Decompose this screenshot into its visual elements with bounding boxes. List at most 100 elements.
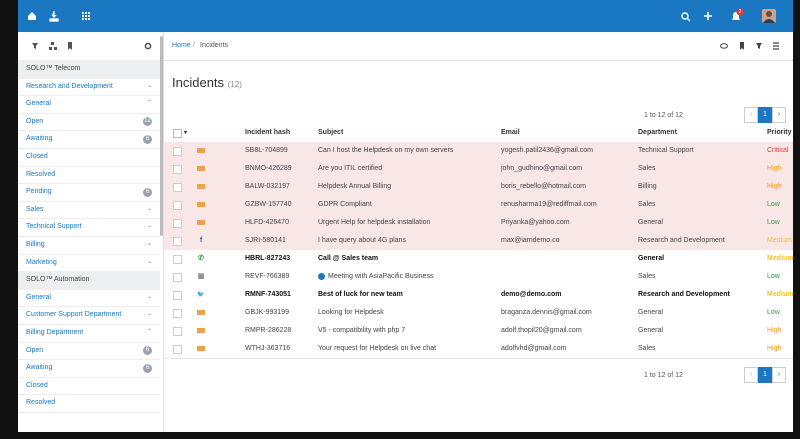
sidebar-group[interactable]: Sales ⌄: [18, 201, 160, 220]
sidebar-item[interactable]: Resolved: [18, 166, 160, 185]
row-checkbox[interactable]: [173, 147, 182, 156]
table-row[interactable]: 🐦 RMNF-743051 Best of luck for new team dem…: [164, 286, 793, 305]
sidebar-item[interactable]: Resolved: [18, 394, 160, 413]
current-page[interactable]: 1: [758, 107, 772, 123]
sidebar-item[interactable]: Closed: [18, 377, 160, 396]
row-checkbox[interactable]: [173, 183, 182, 192]
chevron[interactable]: ⌄: [146, 223, 152, 230]
subject[interactable]: Best of luck for new team: [318, 291, 403, 298]
column-header[interactable]: Subject: [318, 129, 344, 136]
row-checkbox[interactable]: [173, 327, 182, 336]
incident-hash[interactable]: SB8L-704899: [245, 147, 288, 154]
row-checkbox[interactable]: [173, 345, 182, 354]
subject[interactable]: Can I host the Helpdesk on my own server…: [318, 147, 454, 154]
next-page[interactable]: ›: [772, 367, 786, 383]
row-checkbox[interactable]: [173, 165, 182, 174]
view-icon[interactable]: [720, 43, 728, 49]
chevron[interactable]: ⌃: [146, 329, 152, 335]
download-icon[interactable]: [49, 11, 59, 22]
add-icon[interactable]: [704, 12, 712, 20]
row-checkbox[interactable]: [173, 201, 182, 210]
table-row[interactable]: BALW-032197 Helpdesk Annual Billing boris_…: [164, 178, 793, 197]
incident-hash[interactable]: BALW-032197: [245, 183, 290, 190]
table-row[interactable]: ✆ HBRL-827243 Call @ Sales team General Medi…: [164, 250, 793, 269]
sidebar-group[interactable]: Billing Department ⌃: [18, 324, 160, 343]
row-checkbox[interactable]: [173, 291, 182, 300]
sidebar-item[interactable]: Closed: [18, 148, 160, 167]
chevron[interactable]: ⌄: [146, 258, 152, 265]
incident-hash[interactable]: GBJK-993199: [245, 309, 289, 316]
bookmark-icon[interactable]: [740, 42, 744, 50]
incident-hash[interactable]: BNMO-426289: [245, 165, 292, 172]
table-row[interactable]: GBJK-993199 Looking for Helpdesk braganza.…: [164, 304, 793, 323]
subject[interactable]: Looking for Helpdesk: [318, 309, 384, 316]
table-row[interactable]: HLFD-426470 Urgent Help for helpdesk inst…: [164, 214, 793, 233]
incident-hash[interactable]: SJRI-580141: [245, 237, 286, 244]
table-row[interactable]: RMPR-286228 V5 - compatibility with php 7…: [164, 322, 793, 341]
row-checkbox[interactable]: [173, 237, 182, 246]
column-header[interactable]: Incident hash: [245, 129, 291, 136]
sidebar-item[interactable]: Pending 6: [18, 183, 160, 202]
sidebar-group[interactable]: Research and Development ⌄: [18, 78, 160, 97]
subject[interactable]: I have query about 4G plans: [318, 237, 406, 244]
current-page[interactable]: 1: [758, 367, 772, 383]
table-row[interactable]: ▦ REVF-766389 Meeting with AsiaPacific Bus…: [164, 268, 793, 287]
column-header[interactable]: Priority: [767, 129, 792, 136]
chevron[interactable]: ⌄: [146, 241, 152, 247]
subject[interactable]: GDPR Compliant: [318, 201, 372, 208]
sidebar-item[interactable]: Awaiting 6: [18, 359, 160, 378]
subject[interactable]: Urgent Help for helpdesk installation: [318, 219, 431, 226]
apps-icon[interactable]: [82, 12, 90, 20]
incident-hash[interactable]: REVF-766389: [245, 273, 290, 280]
filter-icon[interactable]: [756, 43, 762, 49]
next-page[interactable]: ›: [772, 107, 786, 123]
row-checkbox[interactable]: [173, 273, 182, 282]
sidebar-group[interactable]: Technical Support ⌄: [18, 218, 160, 237]
table-row[interactable]: f SJRI-580141 I have query about 4G plans m…: [164, 232, 793, 251]
subject[interactable]: Are you ITIL certified: [318, 165, 383, 172]
incident-hash[interactable]: WTHJ-363716: [245, 345, 291, 352]
sidebar-group[interactable]: Marketing ⌄: [18, 254, 160, 273]
breadcrumb-home[interactable]: Home: [172, 42, 191, 49]
chevron[interactable]: ⌄: [146, 311, 152, 318]
prev-page[interactable]: ‹: [744, 367, 758, 383]
chevron[interactable]: ⌄: [146, 293, 152, 300]
home-icon[interactable]: [28, 12, 36, 20]
table-row[interactable]: WTHJ-363716 Your request for Helpdesk on …: [164, 340, 793, 359]
sidebar-item[interactable]: Awaiting 6: [18, 130, 160, 149]
bookmark-icon[interactable]: [68, 42, 72, 50]
search-icon[interactable]: [681, 12, 689, 20]
prev-page[interactable]: ‹: [744, 107, 758, 123]
sidebar-group[interactable]: General ⌃: [18, 95, 160, 114]
row-checkbox[interactable]: [173, 255, 182, 264]
chevron[interactable]: ⌃: [146, 100, 152, 107]
row-checkbox[interactable]: [173, 309, 182, 318]
subject[interactable]: Call @ Sales team: [318, 255, 379, 262]
incident-hash[interactable]: HBRL-827243: [245, 255, 291, 262]
sidebar-group[interactable]: Billing ⌄: [18, 236, 160, 255]
sort-caret[interactable]: ▾: [184, 130, 188, 136]
chevron[interactable]: ⌄: [146, 82, 152, 89]
column-header[interactable]: Email: [501, 129, 520, 136]
column-header[interactable]: Department: [638, 129, 677, 136]
table-row[interactable]: BNMO-426289 Are you ITIL certified john_gu…: [164, 160, 793, 179]
sidebar-item[interactable]: Open 6: [18, 342, 160, 361]
menu-icon[interactable]: [773, 42, 779, 50]
subject[interactable]: Meeting with AsiaPacific Business: [328, 273, 434, 280]
table-row[interactable]: SB8L-704899 Can I host the Helpdesk on my…: [164, 142, 793, 161]
incident-hash[interactable]: RMPR-286228: [245, 327, 292, 334]
incident-hash[interactable]: RMNF-743051: [245, 291, 291, 298]
row-checkbox[interactable]: [173, 219, 182, 228]
tree-icon[interactable]: [49, 42, 57, 50]
chevron[interactable]: ⌄: [146, 205, 152, 212]
subject[interactable]: V5 - compatibility with php 7: [318, 327, 406, 334]
filter-icon[interactable]: [32, 43, 38, 49]
sidebar-item[interactable]: Open 12: [18, 113, 160, 132]
subject[interactable]: Helpdesk Annual Billing: [318, 183, 392, 190]
select-all[interactable]: [173, 129, 182, 138]
sidebar-group[interactable]: Customer Support Department ⌄: [18, 306, 160, 325]
table-row[interactable]: GZBW-157740 GDPR Compliant renusharma19@re…: [164, 196, 793, 215]
subject[interactable]: Your request for Helpdesk on live chat: [318, 345, 437, 352]
scrollbar[interactable]: [160, 36, 163, 236]
settings-icon[interactable]: [144, 42, 152, 50]
